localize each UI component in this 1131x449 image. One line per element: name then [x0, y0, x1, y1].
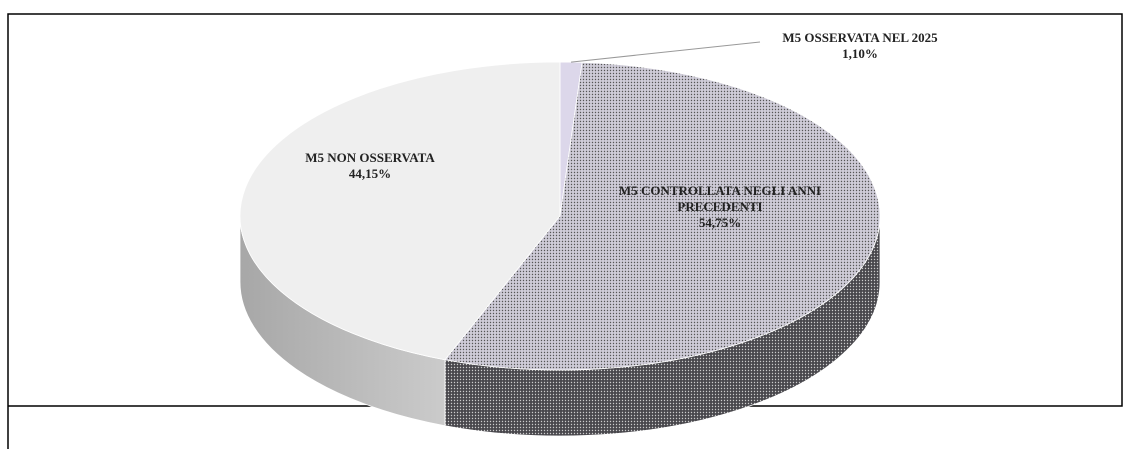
- slice-label: M5 OSSERVATA NEL 2025 1,10%: [750, 30, 970, 62]
- category-label: M5 CONTROLLATA NEGLI ANNI PRECEDENTI: [618, 183, 822, 214]
- leader-line: [571, 41, 761, 63]
- slice: [239, 61, 561, 361]
- slice: [444, 61, 881, 371]
- slice-label: M5 CONTROLLATA NEGLI ANNI PRECEDENTI 54,7…: [600, 183, 840, 231]
- category-label: M5 OSSERVATA NEL 2025: [782, 30, 938, 45]
- category-label: M5 NON OSSERVATA: [305, 150, 435, 165]
- value-label: 54,75%: [698, 215, 742, 230]
- value-label: 1,10%: [842, 46, 878, 61]
- slice-label: M5 NON OSSERVATA 44,15%: [260, 150, 480, 182]
- value-label: 44,15%: [348, 166, 392, 181]
